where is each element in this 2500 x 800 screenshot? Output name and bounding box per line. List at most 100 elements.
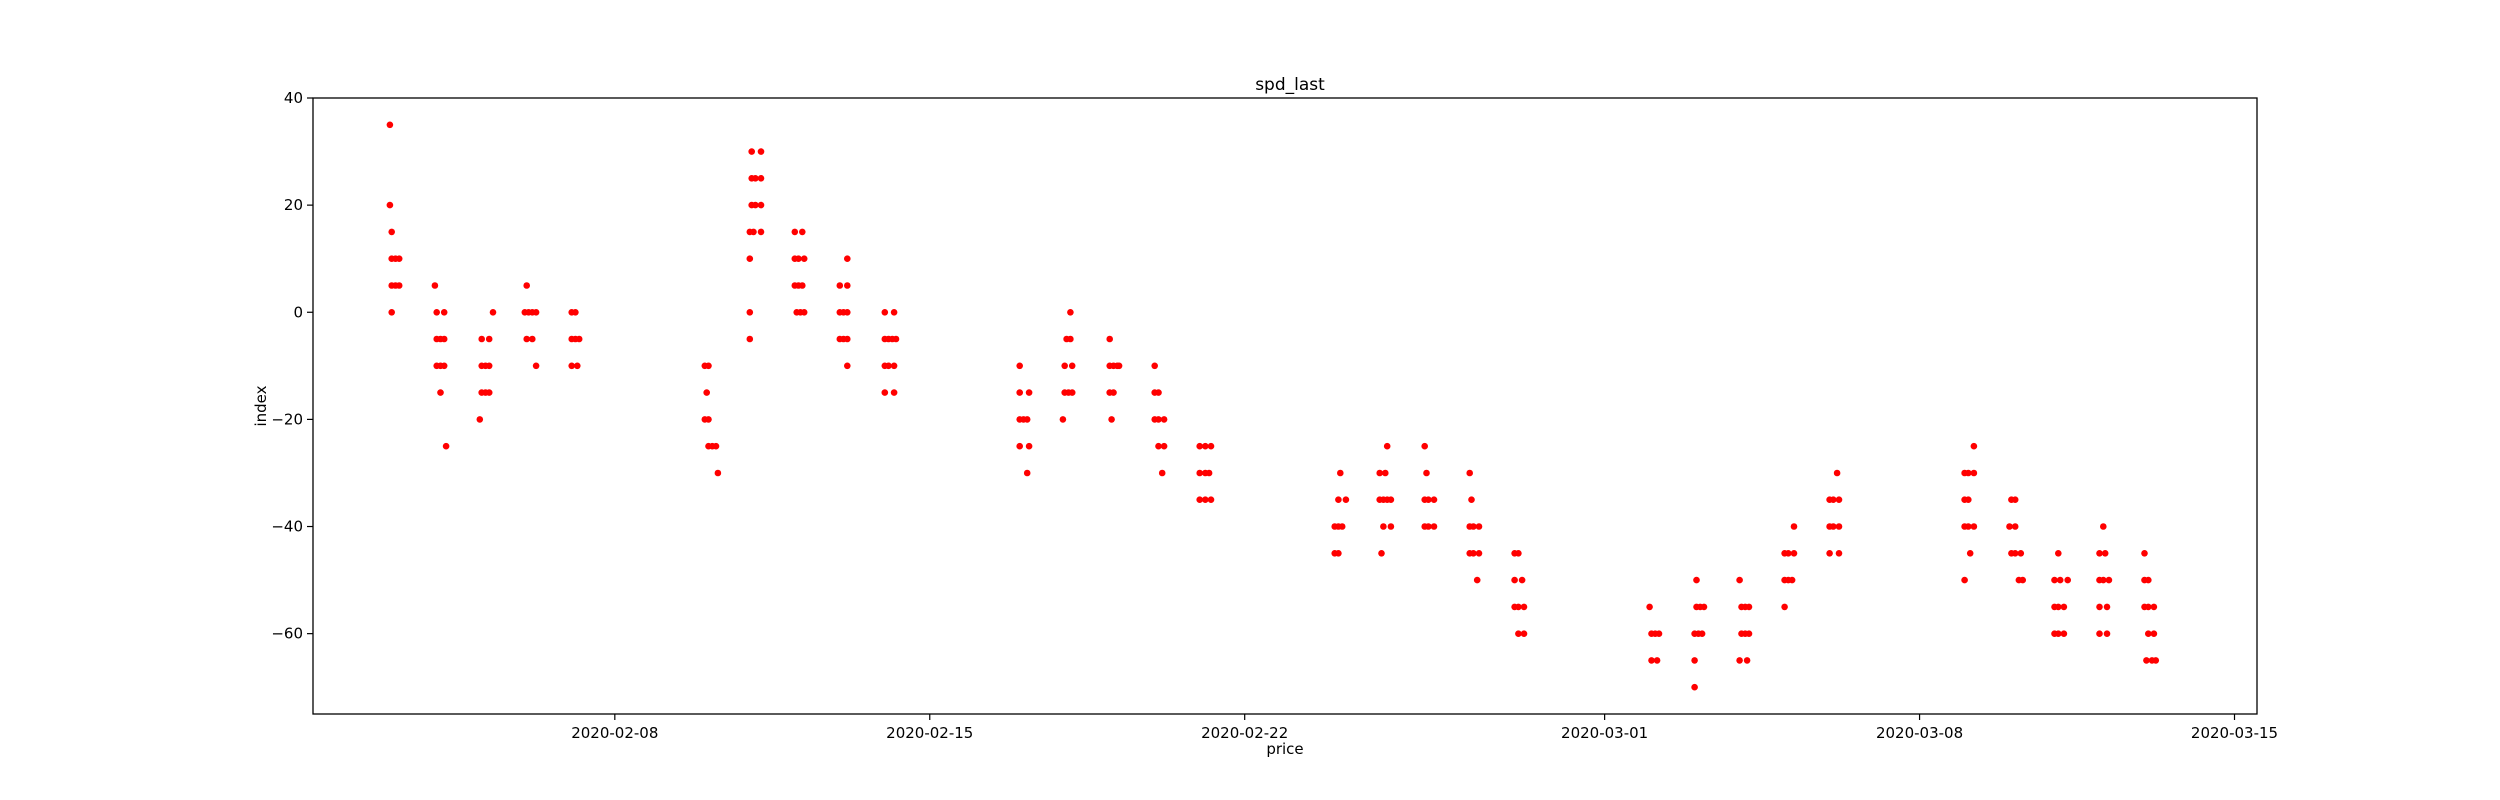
data-point	[1475, 523, 1483, 530]
data-point	[1518, 576, 1526, 584]
data-point	[1342, 496, 1350, 504]
data-point	[1068, 389, 1076, 396]
data-point	[1698, 630, 1706, 637]
data-point	[1470, 550, 1477, 557]
x-tick-label: 2020-02-22	[1201, 724, 1288, 742]
data-point	[1646, 603, 1653, 611]
data-point	[2060, 630, 2068, 637]
data-point	[437, 389, 444, 396]
y-tick-label: −40	[271, 518, 303, 536]
data-point	[1736, 657, 1743, 664]
data-point	[1068, 362, 1076, 370]
y-tick-label: 40	[284, 89, 303, 107]
data-point	[1338, 523, 1346, 530]
data-point	[1387, 496, 1395, 504]
data-point	[1335, 550, 1342, 557]
data-point	[1110, 389, 1117, 396]
data-point	[1970, 523, 1978, 530]
data-point	[2143, 657, 2150, 664]
data-point	[1515, 630, 1522, 637]
data-point	[705, 362, 712, 370]
data-point	[433, 309, 441, 316]
data-point	[2017, 550, 2025, 557]
data-point	[1743, 657, 1751, 664]
data-point	[2100, 523, 2107, 530]
data-point	[1835, 550, 1843, 557]
data-point	[2011, 523, 2019, 530]
data-point	[1158, 469, 1166, 477]
data-point	[2064, 576, 2071, 584]
data-point	[2096, 550, 2103, 557]
data-point	[1205, 469, 1213, 477]
data-point	[1025, 442, 1033, 450]
data-point	[890, 309, 898, 316]
data-point	[1380, 523, 1387, 530]
data-point	[795, 255, 802, 262]
data-point	[1430, 523, 1438, 530]
data-point	[2152, 657, 2160, 664]
data-point	[1423, 469, 1430, 477]
x-tick-label: 2020-02-08	[571, 724, 658, 742]
data-point	[2100, 576, 2107, 584]
y-tick-label: 20	[284, 196, 303, 214]
data-point	[568, 362, 575, 370]
data-point	[1515, 550, 1522, 557]
data-point	[1425, 523, 1432, 530]
data-point	[1691, 683, 1698, 691]
data-point	[2150, 630, 2158, 637]
data-point	[2145, 576, 2152, 584]
data-point	[395, 282, 403, 289]
data-point	[799, 282, 806, 289]
data-point	[388, 228, 396, 236]
data-point	[2101, 550, 2109, 557]
data-point	[1835, 523, 1843, 530]
y-axis-label: index	[252, 385, 270, 426]
chart-title: spd_last	[1255, 75, 1325, 95]
data-point	[1337, 469, 1344, 477]
y-axis-ticks: 40 20 0 −20 −40 −60	[271, 89, 313, 643]
data-point	[1468, 496, 1475, 504]
data-point	[1160, 416, 1168, 423]
data-point	[2055, 630, 2062, 637]
data-point	[1383, 442, 1391, 450]
data-point	[1520, 630, 1528, 637]
data-point	[529, 335, 536, 343]
data-point	[1378, 550, 1385, 557]
data-point	[1016, 389, 1023, 396]
data-point	[1653, 657, 1661, 664]
data-point	[572, 309, 579, 316]
data-point	[2055, 550, 2062, 557]
data-point	[485, 362, 493, 370]
data-point	[757, 175, 765, 182]
data-point	[705, 416, 712, 423]
data-point	[844, 362, 851, 370]
x-tick-label: 2020-03-08	[1876, 724, 1963, 742]
data-point	[2150, 603, 2158, 611]
data-point	[1700, 603, 1708, 611]
data-point	[1965, 523, 1972, 530]
data-point	[2011, 550, 2019, 557]
data-point	[1473, 576, 1481, 584]
data-point	[2056, 576, 2064, 584]
data-point	[574, 362, 581, 370]
data-point	[1016, 442, 1023, 450]
data-point	[442, 442, 450, 450]
data-point	[575, 335, 583, 343]
data-point	[746, 309, 754, 316]
data-point	[1515, 603, 1522, 611]
data-point	[1693, 576, 1700, 584]
data-point	[1067, 309, 1074, 316]
data-point	[1965, 496, 1972, 504]
data-point	[1059, 416, 1067, 423]
data-point	[1376, 469, 1383, 477]
data-point	[746, 335, 754, 343]
data-point	[890, 389, 898, 396]
data-point	[752, 201, 759, 209]
data-point	[1781, 603, 1788, 611]
data-point	[1387, 523, 1395, 530]
data-point	[1788, 576, 1796, 584]
x-tick-label: 2020-02-15	[886, 724, 973, 742]
data-point	[844, 309, 851, 316]
data-point	[714, 469, 722, 477]
data-point	[746, 255, 754, 262]
